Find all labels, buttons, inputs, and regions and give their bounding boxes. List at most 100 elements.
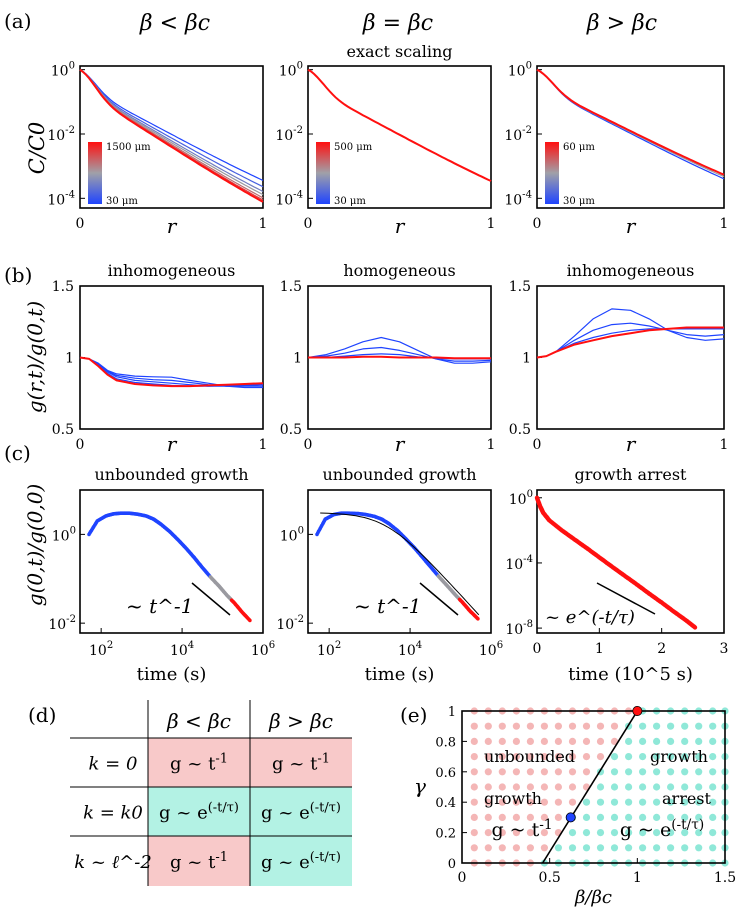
phase-point xyxy=(709,829,717,837)
phase-point xyxy=(653,798,661,806)
phase-point xyxy=(540,753,549,761)
annotation: ~ e^(-t/τ) xyxy=(545,607,635,628)
phase-point xyxy=(681,829,689,837)
phase-point xyxy=(470,829,478,837)
series-curve xyxy=(79,69,264,188)
phase-point xyxy=(610,722,619,730)
y-tick-label: 1 xyxy=(448,705,456,720)
column-header-middle: β = βc xyxy=(362,11,433,36)
panel-label-a: (a) xyxy=(4,9,32,33)
table-d: β < βc β > βc k = 0 g ~ t-1 g ~ t-1 k = k0 g ~… xyxy=(70,700,352,886)
phase-point xyxy=(625,798,633,806)
phase-point xyxy=(568,722,577,730)
phase-point xyxy=(498,844,506,852)
y-tick-label: 10-4 xyxy=(47,189,75,208)
phase-point xyxy=(695,768,703,776)
phase-point xyxy=(484,813,492,822)
phase-point xyxy=(582,798,591,806)
phase-point xyxy=(681,798,689,806)
phase-point xyxy=(709,783,717,791)
y-tick-label: 0 xyxy=(448,857,456,872)
phase-point xyxy=(554,844,563,852)
phase-point xyxy=(568,798,577,806)
phase-point xyxy=(653,844,661,852)
y-tick-label: 0.5 xyxy=(280,422,302,438)
phase-point xyxy=(709,798,717,806)
x-tick-label: 102 xyxy=(89,640,113,659)
phase-point xyxy=(568,768,577,776)
phase-point xyxy=(512,768,521,776)
phase-point xyxy=(709,844,717,852)
phase-point xyxy=(540,768,549,776)
phase-point xyxy=(512,783,521,791)
x-tick-label: 0 xyxy=(533,641,542,657)
x-tick-label: 1 xyxy=(259,437,268,453)
phase-point xyxy=(526,737,535,746)
axes-frame xyxy=(79,489,264,634)
phase-point xyxy=(681,753,689,761)
y-tick-label: 1 xyxy=(293,351,302,367)
x-tick-label: 0 xyxy=(304,216,313,232)
region-label-unbounded-growth: growth xyxy=(484,789,542,808)
phase-point xyxy=(639,813,647,822)
chart-title: exact scaling xyxy=(347,42,453,61)
x-tick-label: 1 xyxy=(633,870,642,886)
region-label-growth: growth xyxy=(650,747,708,766)
axes-frame xyxy=(79,65,264,209)
phase-point xyxy=(554,768,563,776)
y-tick-label: 1.5 xyxy=(52,279,74,295)
reference-slope-line xyxy=(596,582,656,615)
phase-point xyxy=(498,753,506,761)
chart-title: homogeneous xyxy=(343,261,455,280)
phase-point xyxy=(667,783,675,791)
y-tick-label: 100 xyxy=(51,61,75,80)
colorbar xyxy=(316,142,330,204)
series-curve xyxy=(79,356,264,387)
phase-point xyxy=(709,813,717,822)
phase-point xyxy=(709,737,717,746)
x-tick-label: 0 xyxy=(533,437,542,453)
phase-point xyxy=(653,783,661,791)
x-tick-label: 106 xyxy=(479,640,503,659)
x-tick-label: 0 xyxy=(458,870,467,886)
phase-point xyxy=(596,829,605,837)
x-tick-label: 1 xyxy=(487,216,496,232)
phase-point xyxy=(681,844,689,852)
data-point xyxy=(248,618,252,623)
phase-point xyxy=(554,722,563,730)
chart-c-left: 102 104 106 100 10-2 time (s) unbounded growth… xyxy=(48,465,275,685)
phase-point xyxy=(498,722,506,730)
table-cell-fill xyxy=(148,836,250,886)
chart-a-middle: 100 10-2 10-40 1 r exact scaling 500 μm 30 μm xyxy=(275,42,495,238)
phase-point xyxy=(498,783,506,791)
phase-point xyxy=(568,783,577,791)
phase-point xyxy=(526,722,535,730)
x-axis-label: r xyxy=(626,214,637,238)
x-tick-label: 3 xyxy=(720,641,729,657)
phase-point xyxy=(484,753,492,761)
series-curve xyxy=(79,356,264,388)
phase-point xyxy=(582,844,591,852)
phase-point xyxy=(709,768,717,776)
colorbar-max-label: 60 μm xyxy=(563,142,595,153)
x-tick-label: 2 xyxy=(657,641,666,657)
data-point xyxy=(692,625,698,630)
phase-point xyxy=(554,813,563,822)
phase-point xyxy=(470,753,478,761)
colorbar xyxy=(545,142,559,204)
data-point xyxy=(476,617,480,621)
phase-point xyxy=(681,737,689,746)
series-curve xyxy=(536,326,724,359)
region-law-unbounded: g ~ t-1 xyxy=(491,817,552,841)
phase-point xyxy=(709,722,717,730)
phase-point xyxy=(639,753,647,761)
region-law-arrest: g ~ e(-t/τ) xyxy=(620,817,704,841)
phase-point xyxy=(625,844,633,852)
y-tick-label: 1 xyxy=(65,351,74,367)
x-axis-label: r xyxy=(395,214,406,238)
y-tick-label: 0.8 xyxy=(435,735,456,750)
chart-title: inhomogeneous xyxy=(108,261,236,280)
x-axis-label: r xyxy=(167,432,178,456)
phase-point xyxy=(653,813,661,822)
table-cell-fill xyxy=(250,738,352,787)
